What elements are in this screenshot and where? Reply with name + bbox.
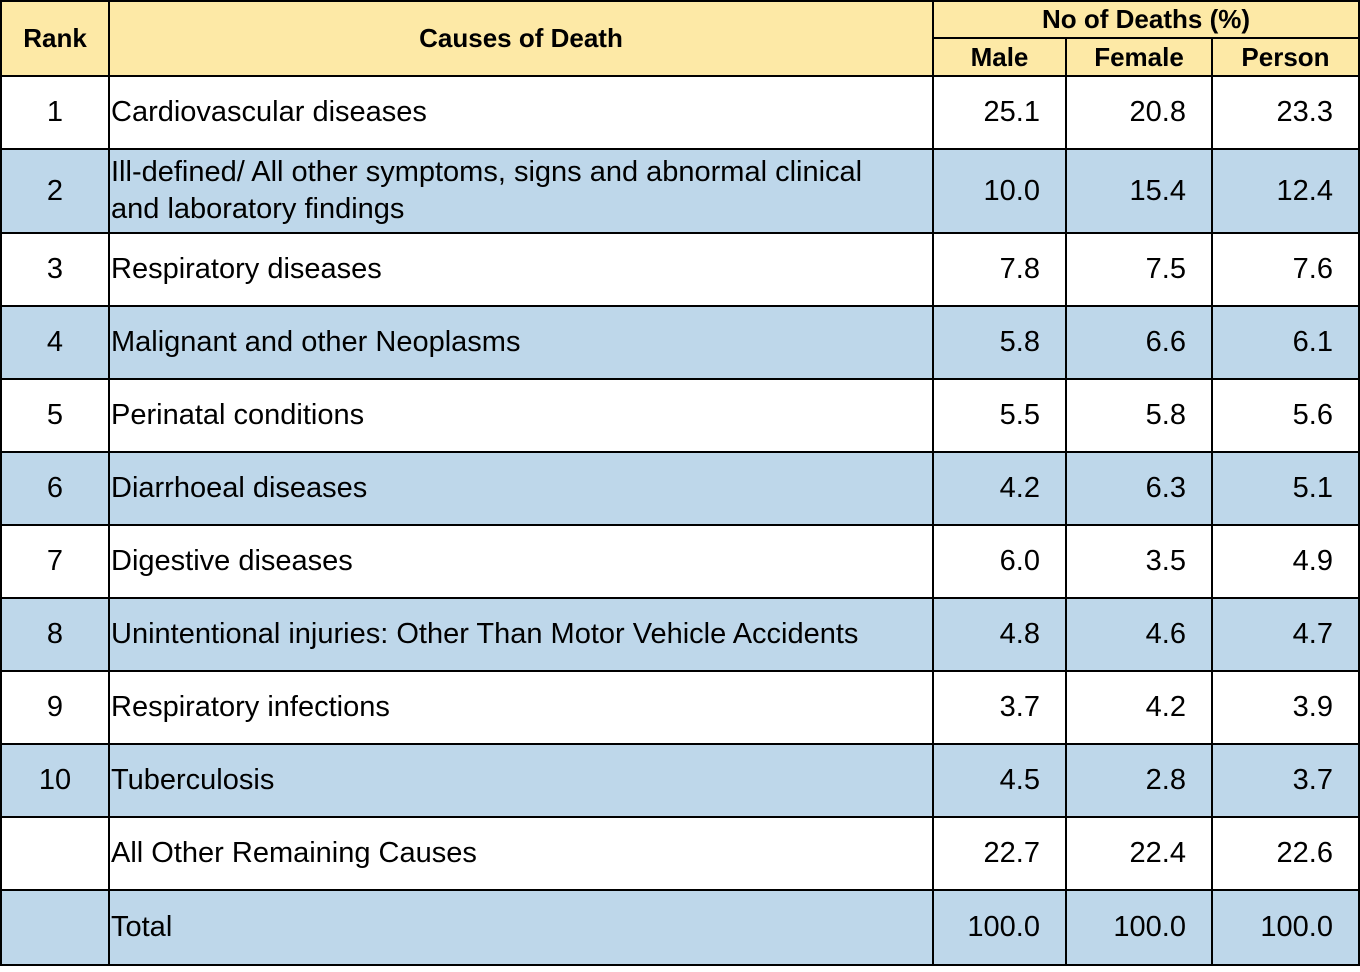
female-value: 20.8	[1065, 75, 1213, 150]
female-value: 15.4	[1065, 148, 1213, 234]
cause-cell: Malignant and other Neoplasms	[108, 305, 934, 380]
rank-cell	[0, 816, 110, 891]
rank-header: Rank	[0, 0, 110, 77]
person-value: 6.1	[1211, 305, 1360, 380]
cause-cell: Respiratory diseases	[108, 232, 934, 307]
rank-cell: 2	[0, 148, 110, 234]
table-header: Rank Causes of Death No of Deaths (%) Ma…	[0, 0, 1360, 77]
female-value: 3.5	[1065, 524, 1213, 599]
male-value: 5.5	[932, 378, 1067, 453]
person-value: 100.0	[1211, 889, 1360, 966]
rank-cell: 7	[0, 524, 110, 599]
cause-cell: All Other Remaining Causes	[108, 816, 934, 891]
rank-cell: 8	[0, 597, 110, 672]
female-value: 5.8	[1065, 378, 1213, 453]
cause-cell: Cardiovascular diseases	[108, 75, 934, 150]
female-value: 4.2	[1065, 670, 1213, 745]
male-value: 10.0	[932, 148, 1067, 234]
rank-cell: 1	[0, 75, 110, 150]
table-row: 4 Malignant and other Neoplasms 5.8 6.6 6.1	[0, 305, 1360, 380]
male-header: Male	[932, 37, 1067, 77]
cause-cell: Respiratory infections	[108, 670, 934, 745]
person-header: Person	[1211, 37, 1360, 77]
female-value: 7.5	[1065, 232, 1213, 307]
rank-cell: 5	[0, 378, 110, 453]
rank-cell: 3	[0, 232, 110, 307]
male-value: 100.0	[932, 889, 1067, 966]
rank-cell: 9	[0, 670, 110, 745]
cause-cell: Diarrhoeal diseases	[108, 451, 934, 526]
rank-cell: 6	[0, 451, 110, 526]
male-value: 5.8	[932, 305, 1067, 380]
female-value: 6.3	[1065, 451, 1213, 526]
rank-cell: 10	[0, 743, 110, 818]
female-value: 6.6	[1065, 305, 1213, 380]
person-value: 5.6	[1211, 378, 1360, 453]
table-row: All Other Remaining Causes 22.7 22.4 22.6	[0, 816, 1360, 891]
female-header: Female	[1065, 37, 1213, 77]
female-value: 4.6	[1065, 597, 1213, 672]
person-value: 7.6	[1211, 232, 1360, 307]
table-row: 8 Unintentional injuries: Other Than Moto…	[0, 597, 1360, 672]
cause-cell: Perinatal conditions	[108, 378, 934, 453]
cause-cell: Total	[108, 889, 934, 966]
male-value: 4.2	[932, 451, 1067, 526]
person-value: 12.4	[1211, 148, 1360, 234]
female-value: 100.0	[1065, 889, 1213, 966]
table-row: 5 Perinatal conditions 5.5 5.8 5.6	[0, 378, 1360, 453]
table-row: 1 Cardiovascular diseases 25.1 20.8 23.3	[0, 75, 1360, 150]
rank-cell	[0, 889, 110, 966]
table-row: 7 Digestive diseases 6.0 3.5 4.9	[0, 524, 1360, 599]
male-value: 22.7	[932, 816, 1067, 891]
rank-cell: 4	[0, 305, 110, 380]
table-row: 10 Tuberculosis 4.5 2.8 3.7	[0, 743, 1360, 818]
person-value: 22.6	[1211, 816, 1360, 891]
cause-header: Causes of Death	[108, 0, 934, 77]
table-body: 1 Cardiovascular diseases 25.1 20.8 23.3 2 Ill…	[0, 75, 1360, 966]
table-row: 9 Respiratory infections 3.7 4.2 3.9	[0, 670, 1360, 745]
person-value: 3.7	[1211, 743, 1360, 818]
male-value: 4.5	[932, 743, 1067, 818]
person-value: 4.9	[1211, 524, 1360, 599]
person-value: 5.1	[1211, 451, 1360, 526]
table-row: 3 Respiratory diseases 7.8 7.5 7.6	[0, 232, 1360, 307]
person-value: 3.9	[1211, 670, 1360, 745]
cause-cell: Digestive diseases	[108, 524, 934, 599]
female-value: 2.8	[1065, 743, 1213, 818]
person-value: 23.3	[1211, 75, 1360, 150]
male-value: 6.0	[932, 524, 1067, 599]
male-value: 4.8	[932, 597, 1067, 672]
table-row: 2 Ill-defined/ All other symptoms, signs …	[0, 148, 1360, 234]
cause-cell: Unintentional injuries: Other Than Motor…	[108, 597, 934, 672]
table-row: 6 Diarrhoeal diseases 4.2 6.3 5.1	[0, 451, 1360, 526]
deaths-percent-header: No of Deaths (%)	[932, 0, 1360, 39]
cause-cell: Ill-defined/ All other symptoms, signs a…	[108, 148, 934, 234]
table-row: Total 100.0 100.0 100.0	[0, 889, 1360, 966]
cause-cell: Tuberculosis	[108, 743, 934, 818]
person-value: 4.7	[1211, 597, 1360, 672]
female-value: 22.4	[1065, 816, 1213, 891]
male-value: 7.8	[932, 232, 1067, 307]
male-value: 3.7	[932, 670, 1067, 745]
male-value: 25.1	[932, 75, 1067, 150]
